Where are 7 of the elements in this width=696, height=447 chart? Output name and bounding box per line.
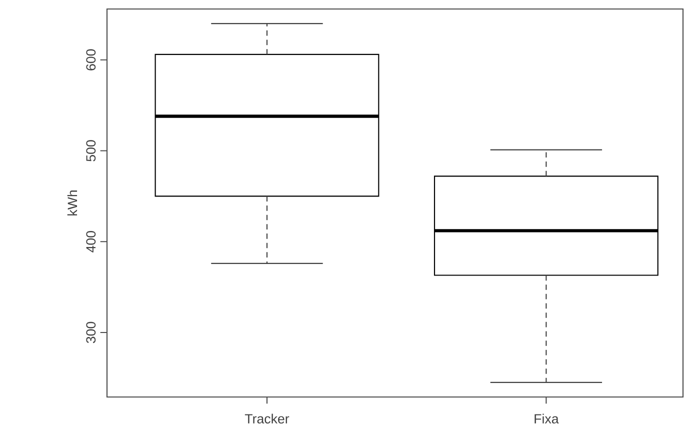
y-tick-label: 600 [86, 49, 96, 70]
x-tick-label: Fixa [534, 414, 559, 424]
y-tick-label: 400 [86, 231, 96, 252]
y-tick-label: 300 [86, 322, 96, 344]
y-axis-title: kWh [67, 190, 78, 216]
y-tick-label: 500 [86, 140, 96, 162]
x-tick-label: Tracker [244, 414, 290, 424]
